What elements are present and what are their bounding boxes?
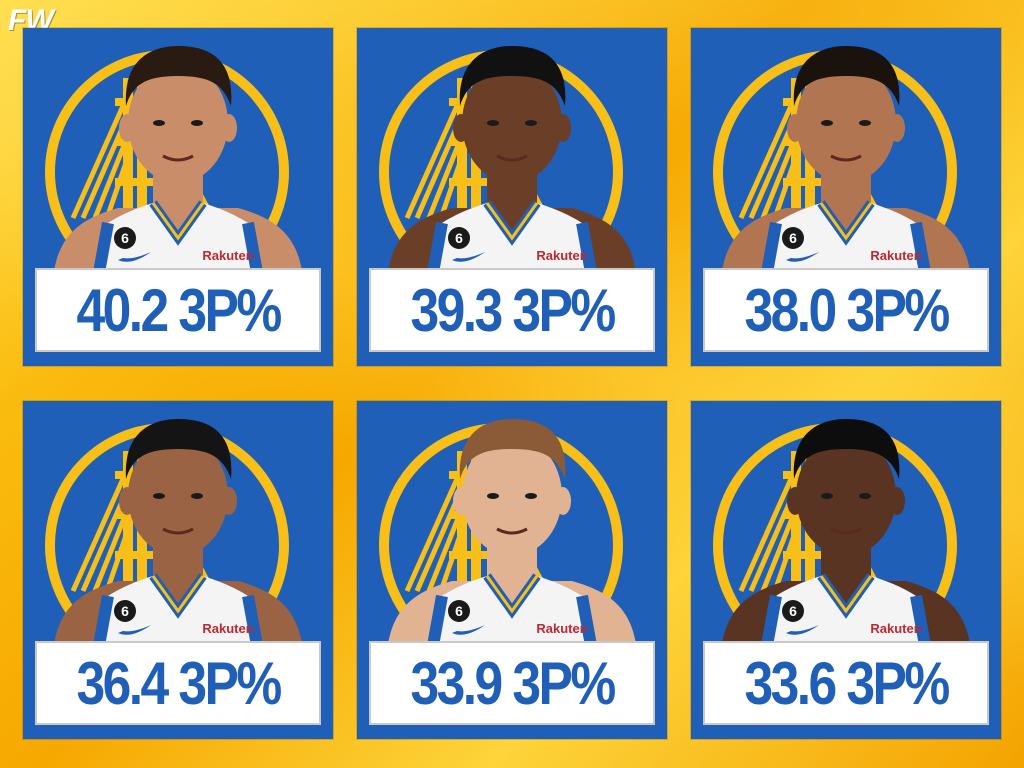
jersey-number: 6 [455, 603, 463, 619]
three-point-percentage: 39.3 3P% [410, 276, 616, 344]
sponsor-logo-text: Rakuten [870, 621, 921, 636]
swoosh-icon [118, 625, 151, 635]
player-card-1: 6 Rakuten 40.2 3P% [23, 28, 333, 366]
stat-box: 39.3 3P% [369, 268, 655, 352]
sponsor-logo-text: Rakuten [870, 248, 921, 263]
stat-box: 33.9 3P% [369, 641, 655, 725]
jersey-number: 6 [121, 603, 129, 619]
swoosh-icon [118, 252, 151, 262]
jersey-patch-icon [114, 600, 136, 622]
jersey-number: 6 [121, 230, 129, 246]
sponsor-logo-text: Rakuten [202, 621, 253, 636]
jersey-patch-icon [782, 600, 804, 622]
jersey-patch-icon [114, 227, 136, 249]
player-card-2: 6 Rakuten 39.3 3P% [357, 28, 667, 366]
stat-box: 38.0 3P% [703, 268, 989, 352]
stat-box: 36.4 3P% [35, 641, 321, 725]
jersey-number: 6 [455, 230, 463, 246]
sponsor-logo-text: Rakuten [202, 248, 253, 263]
jersey-patch-icon [448, 227, 470, 249]
swoosh-icon [786, 625, 819, 635]
stat-box: 33.6 3P% [703, 641, 989, 725]
player-card-4: 6 Rakuten 36.4 3P% [23, 401, 333, 739]
three-point-percentage: 38.0 3P% [744, 276, 950, 344]
player-photo: 6 Rakuten [387, 46, 637, 278]
player-card-3: 6 Rakuten 38.0 3P% [691, 28, 1001, 366]
player-photo: 6 Rakuten [53, 46, 303, 278]
three-point-percentage: 36.4 3P% [76, 649, 282, 717]
jersey-patch-icon [782, 227, 804, 249]
three-point-percentage: 33.6 3P% [744, 649, 950, 717]
jersey-number: 6 [789, 230, 797, 246]
jersey-patch-icon [448, 600, 470, 622]
jersey-number: 6 [789, 603, 797, 619]
player-photo: 6 Rakuten [53, 419, 303, 651]
player-photo: 6 Rakuten [721, 419, 971, 651]
stat-box: 40.2 3P% [35, 268, 321, 352]
player-photo: 6 Rakuten [721, 46, 971, 278]
three-point-percentage: 40.2 3P% [76, 276, 282, 344]
swoosh-icon [452, 625, 485, 635]
player-card-5: 6 Rakuten 33.9 3P% [357, 401, 667, 739]
player-photo: 6 Rakuten [387, 419, 637, 651]
swoosh-icon [786, 252, 819, 262]
three-point-percentage: 33.9 3P% [410, 649, 616, 717]
sponsor-logo-text: Rakuten [536, 248, 587, 263]
sponsor-logo-text: Rakuten [536, 621, 587, 636]
swoosh-icon [452, 252, 485, 262]
player-card-6: 6 Rakuten 33.6 3P% [691, 401, 1001, 739]
